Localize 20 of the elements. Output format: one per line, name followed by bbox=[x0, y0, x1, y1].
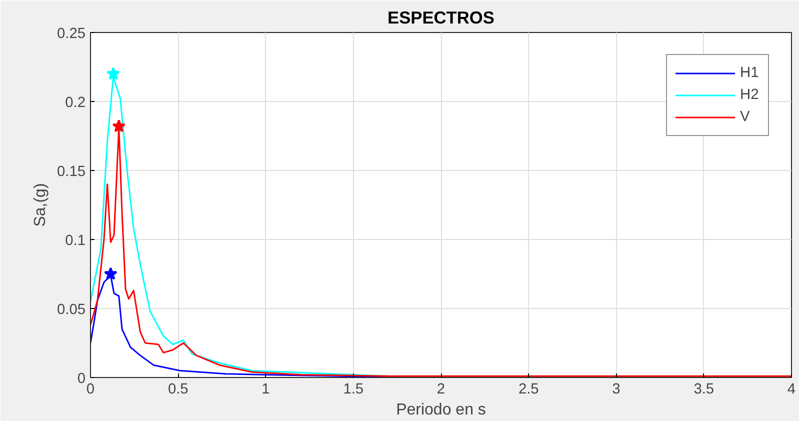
x-tick-label: 2.5 bbox=[518, 382, 539, 398]
legend-label: V bbox=[740, 109, 751, 125]
y-tick-label: 0.2 bbox=[65, 95, 86, 111]
legend-label: H2 bbox=[740, 87, 760, 103]
x-tick-label: 1 bbox=[262, 382, 270, 398]
x-tick-label: 3.5 bbox=[694, 382, 714, 398]
x-tick-label: 1.5 bbox=[343, 382, 364, 398]
x-tick-label: 3 bbox=[612, 382, 620, 398]
x-tick-label: 0.5 bbox=[168, 382, 188, 398]
y-tick-label: 0 bbox=[77, 371, 86, 387]
y-axis-title: Sa,(g) bbox=[32, 183, 49, 227]
x-axis-title: Periodo en s bbox=[396, 402, 486, 418]
y-tick-label: 0.25 bbox=[56, 26, 86, 42]
x-tick-label: 4 bbox=[787, 382, 796, 398]
y-tick-label: 0.15 bbox=[56, 164, 86, 180]
y-tick-label: 0.1 bbox=[65, 233, 86, 249]
chart-title: ESPECTROS bbox=[388, 8, 494, 28]
x-tick-label: 2 bbox=[436, 382, 446, 398]
y-tick-label: 0.05 bbox=[56, 302, 86, 318]
legend-label: H1 bbox=[740, 65, 760, 81]
